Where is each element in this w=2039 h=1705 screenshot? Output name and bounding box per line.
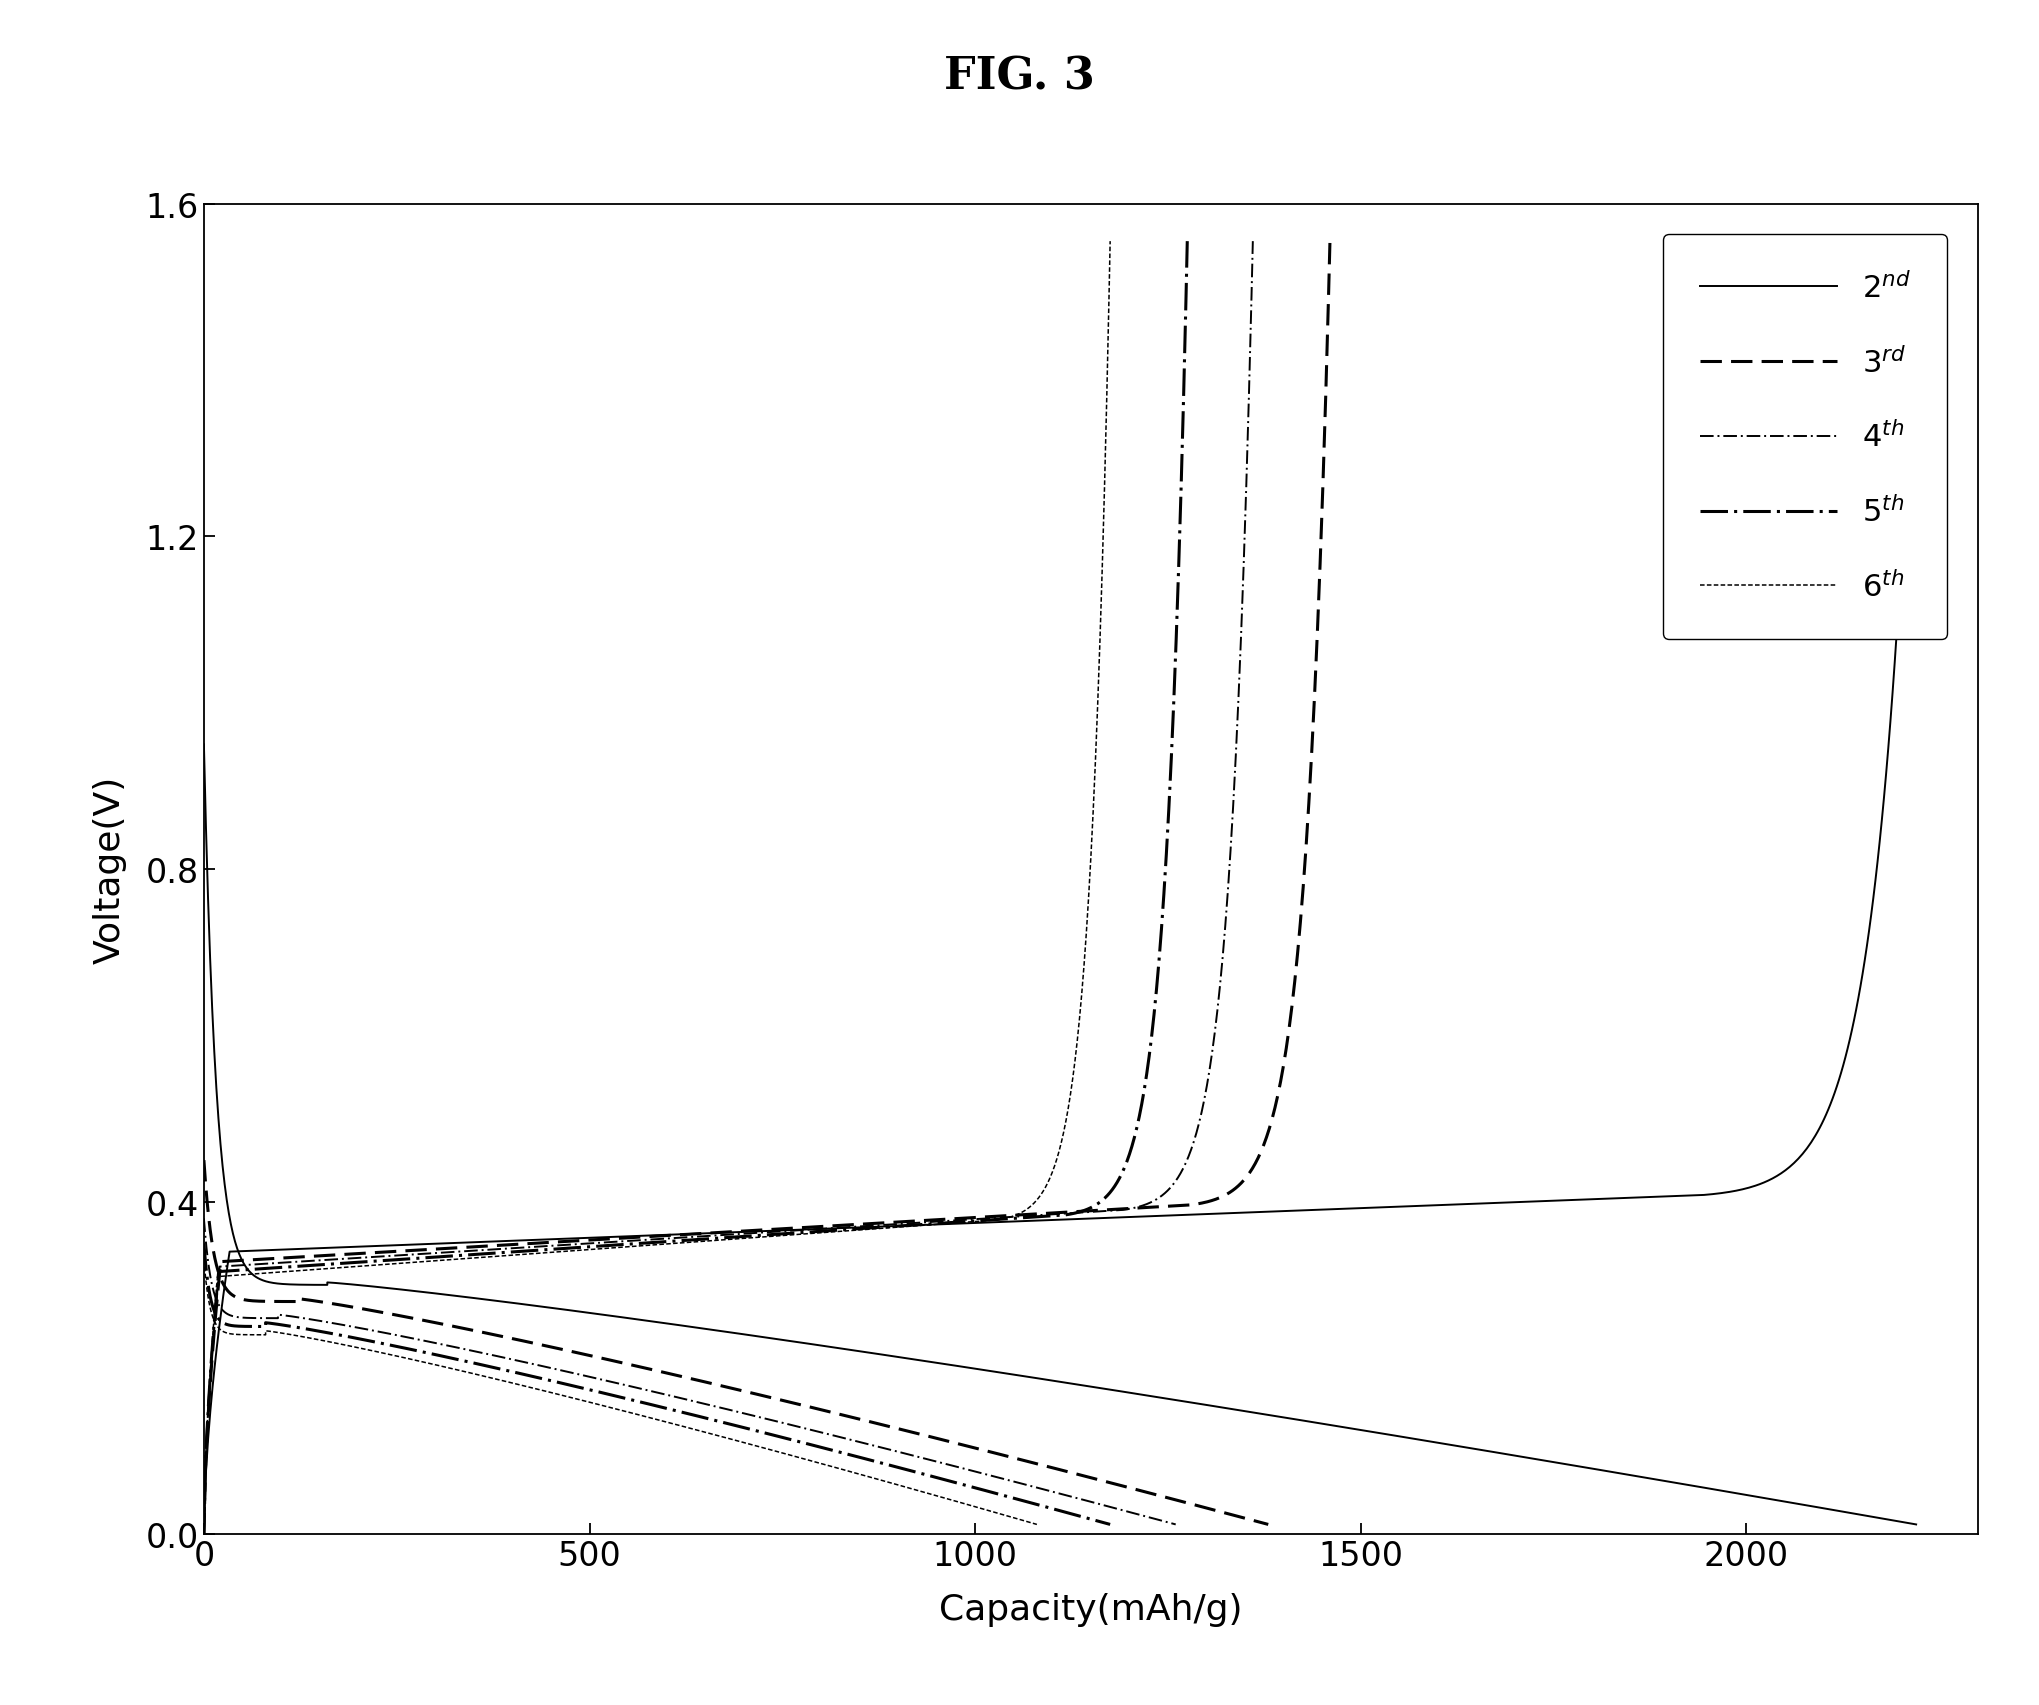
Y-axis label: Voltage(V): Voltage(V) (92, 776, 126, 963)
Legend: 2$^{nd}$, 3$^{rd}$, 4$^{th}$, 5$^{th}$, 6$^{th}$: 2$^{nd}$, 3$^{rd}$, 4$^{th}$, 5$^{th}$, … (1664, 235, 1947, 639)
Text: FIG. 3: FIG. 3 (944, 55, 1095, 99)
X-axis label: Capacity(mAh/g): Capacity(mAh/g) (940, 1592, 1242, 1627)
